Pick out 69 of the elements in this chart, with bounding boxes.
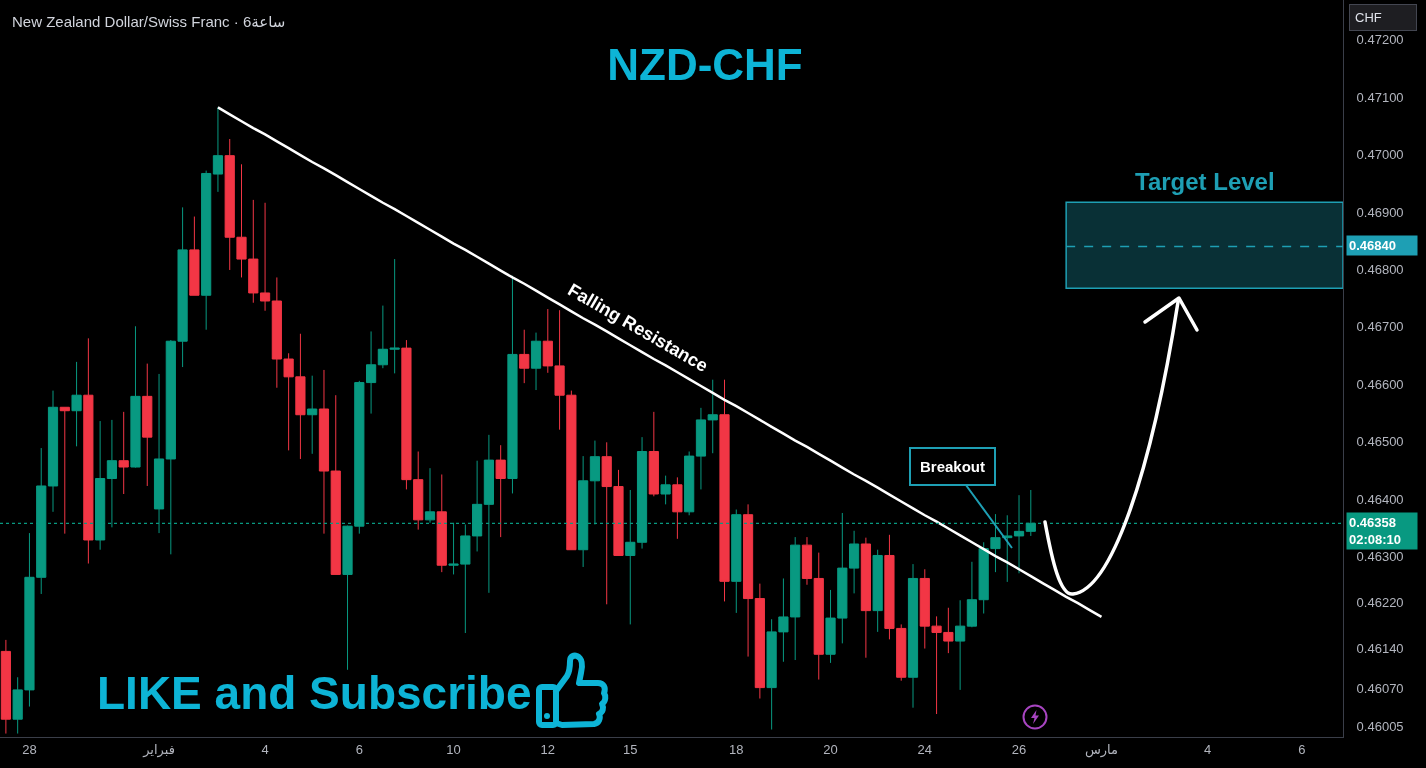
candlestick [684, 451, 695, 516]
y-tick-label: 0.46300 [1356, 549, 1404, 565]
candlestick [519, 329, 530, 384]
band-label: Target Level [1135, 168, 1275, 195]
candlestick [672, 476, 683, 540]
y-tick-label: 0.47100 [1356, 89, 1404, 105]
x-tick-label: 20 [823, 741, 838, 757]
candlestick [907, 563, 919, 709]
y-tick-label: 0.46400 [1356, 491, 1404, 507]
y-tick-label: 0.46800 [1356, 261, 1404, 277]
candlestick [719, 379, 730, 602]
candlestick [318, 369, 330, 535]
x-tick-label: 18 [729, 741, 744, 757]
y-tick-label: 0.46700 [1356, 319, 1404, 335]
candlestick [71, 361, 82, 447]
candlestick [330, 394, 341, 575]
y-tick-label: 0.46070 [1356, 681, 1404, 697]
ref-line-label: 0.46840 [1349, 238, 1396, 253]
x-tick-label: 28 [22, 741, 37, 757]
x-tick-label: 6 [355, 741, 363, 757]
text: NZD-CHF [607, 40, 803, 90]
ref-line-label: 0.46358 02:08:10 [1349, 515, 1402, 547]
y-tick-label: 0.47200 [1356, 32, 1404, 48]
candlestick [754, 583, 765, 700]
y-tick-label: 0.46600 [1356, 376, 1404, 392]
x-tick-label: 15 [623, 741, 638, 757]
candlestick [860, 537, 871, 659]
y-tick-label: 0.46005 [1356, 718, 1404, 734]
candlestick [0, 639, 11, 735]
candlestick [742, 503, 754, 658]
x-tick-label: 4 [1203, 741, 1212, 757]
x-tick-label: مارس [1084, 741, 1119, 758]
candlestick [660, 475, 671, 505]
candlestick [130, 325, 141, 469]
candlestick [118, 411, 129, 495]
line-series [216, 106, 1103, 619]
candlestick [436, 473, 447, 573]
text: CHF [1355, 10, 1382, 25]
x-tick-label: 6 [1298, 741, 1306, 757]
candlestick [307, 375, 318, 455]
candlestick [142, 363, 153, 487]
x-tick-label: 24 [917, 741, 933, 757]
candlestick [813, 552, 824, 681]
text: New Zealand Dollar/Swiss Franc · 6ساعة [12, 13, 286, 30]
candlestick [189, 216, 200, 296]
y-tick-label: 0.47000 [1356, 147, 1404, 163]
candlestick [801, 536, 813, 586]
candlestick [495, 444, 506, 538]
x-tick-label: 12 [540, 741, 556, 757]
candlestick [212, 106, 224, 193]
y-tick-label: 0.46500 [1356, 434, 1404, 450]
annotation: LIKE and Subscribe [97, 667, 532, 719]
candlestick [47, 390, 59, 513]
y-tick-label: 0.46140 [1356, 641, 1404, 657]
x-tick-label: 26 [1011, 741, 1027, 757]
x-tick-label: 10 [446, 741, 461, 757]
candlestick [59, 406, 70, 535]
annotation: Breakout [920, 458, 986, 475]
candlestick [955, 599, 966, 691]
y-tick-label: 0.46900 [1356, 204, 1404, 220]
candlestick [201, 170, 212, 331]
candlestick [648, 411, 659, 497]
x-tick-label: 4 [261, 741, 269, 757]
candlestick [424, 467, 436, 524]
x-tick-label: فبراير [142, 741, 175, 758]
y-tick-label: 0.46220 [1356, 595, 1404, 611]
candlestick [83, 337, 94, 565]
candlestick [530, 332, 542, 391]
candlestick [872, 549, 883, 633]
